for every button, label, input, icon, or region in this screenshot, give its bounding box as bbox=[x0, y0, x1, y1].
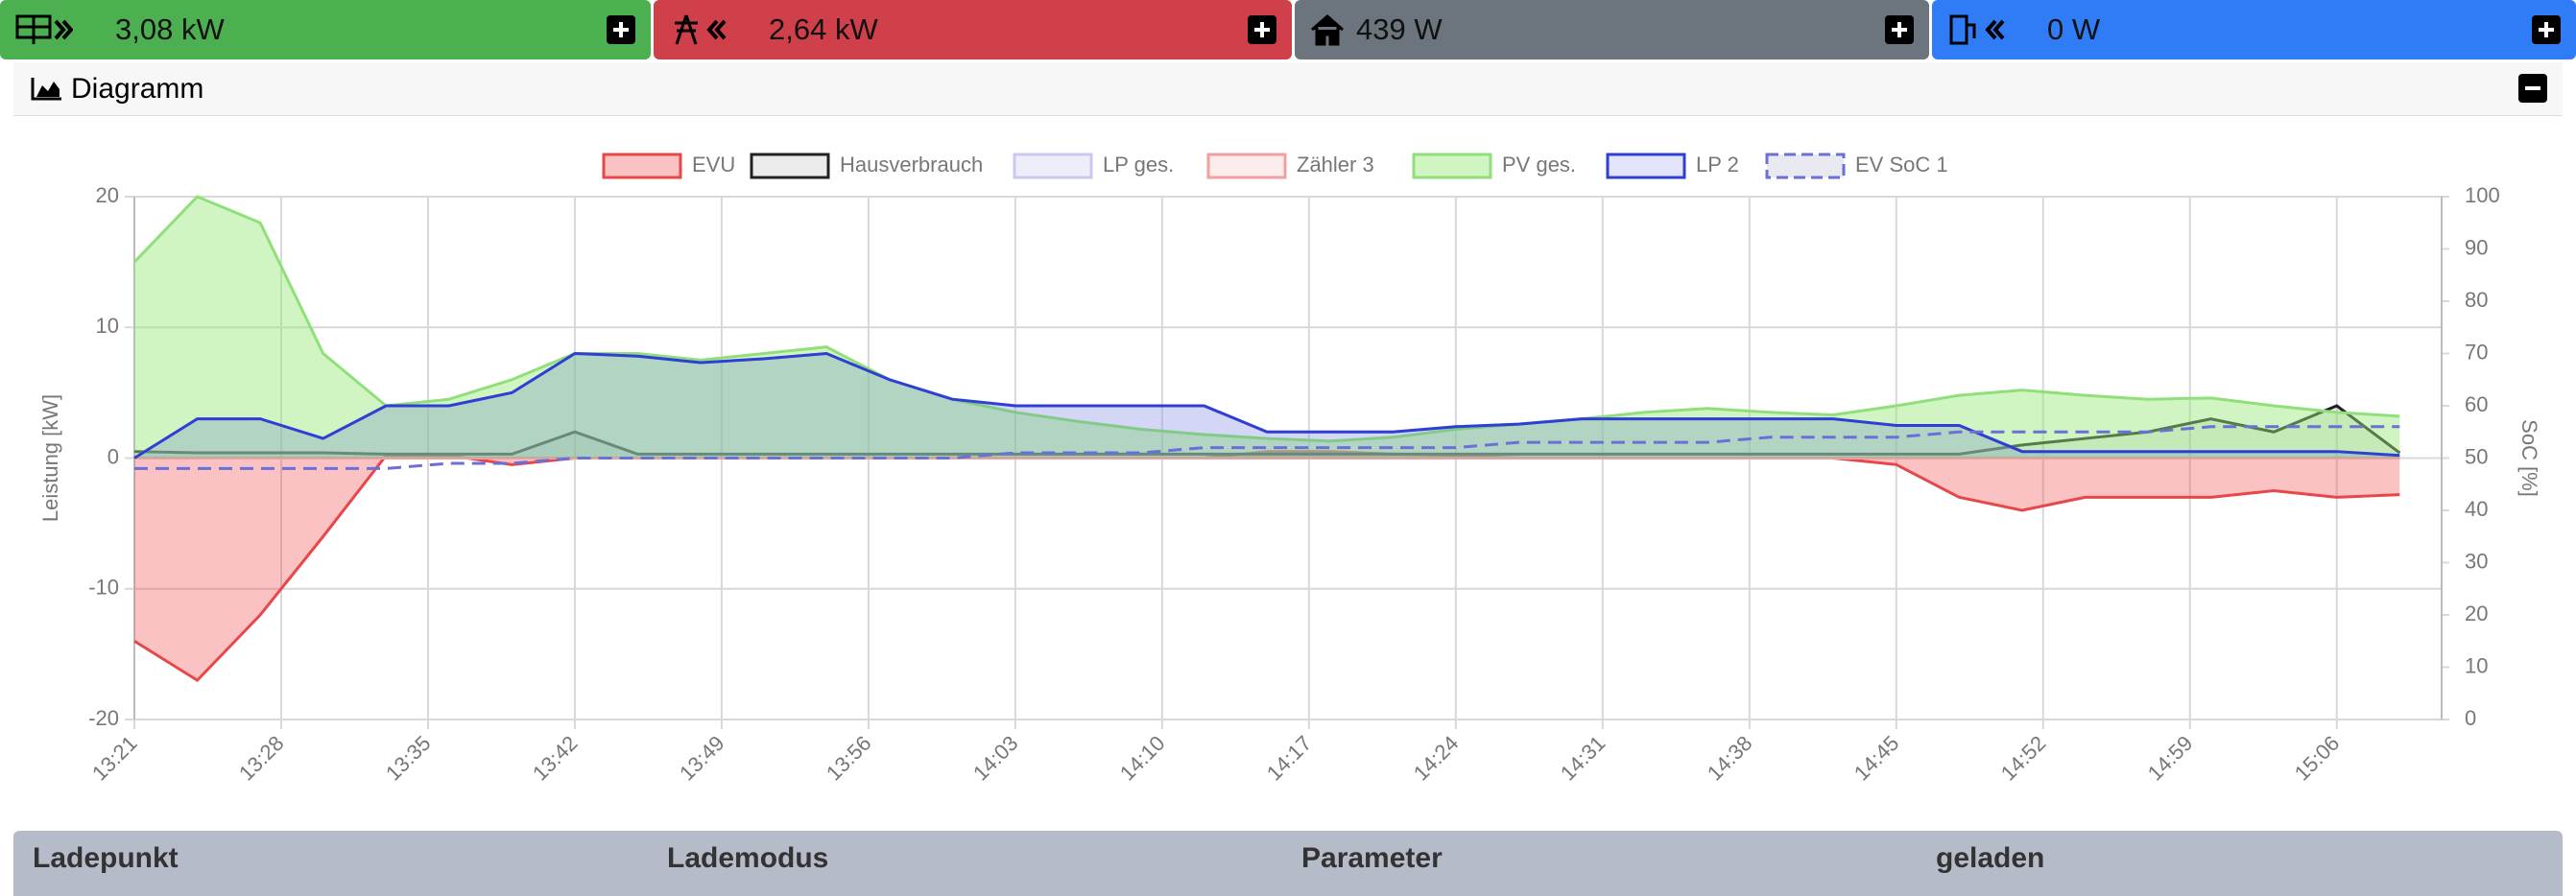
series-line bbox=[133, 450, 2400, 683]
legend-label: EVU bbox=[692, 153, 735, 177]
legend-label: LP 2 bbox=[1696, 153, 1739, 177]
y-tick-label: -20 bbox=[88, 706, 119, 730]
y2-tick-label: 20 bbox=[2465, 601, 2488, 625]
panel-header: Diagramm bbox=[13, 62, 2563, 116]
column-header: Lademodus bbox=[667, 842, 829, 874]
y-axis-title: Leistung [kW] bbox=[38, 394, 62, 522]
x-tick-label: 13:56 bbox=[822, 731, 876, 786]
series-line bbox=[134, 425, 2400, 470]
column-header: geladen bbox=[1936, 842, 2045, 874]
x-tick-label: 13:28 bbox=[234, 731, 289, 786]
house-tile[interactable]: 439 W bbox=[1295, 0, 1929, 59]
y-tick-label: 20 bbox=[96, 183, 119, 207]
legend-label: EV SoC 1 bbox=[1855, 153, 1948, 177]
legend-swatch bbox=[1206, 153, 1287, 179]
y-tick-label: 0 bbox=[107, 444, 119, 468]
series-line bbox=[133, 404, 2401, 456]
panel-title: Diagramm bbox=[71, 73, 204, 105]
y2-tick-label: 30 bbox=[2465, 549, 2488, 573]
legend-swatch bbox=[1412, 153, 1492, 179]
y2-tick-label: 100 bbox=[2465, 183, 2500, 207]
icon bbox=[15, 14, 73, 44]
series-line bbox=[132, 195, 2400, 443]
icon bbox=[1311, 14, 1344, 46]
x-tick-label: 14:38 bbox=[1703, 731, 1757, 786]
expand-button[interactable] bbox=[1885, 15, 1914, 44]
icon bbox=[31, 78, 61, 101]
x-tick-label: 14:03 bbox=[968, 731, 1023, 786]
table-header: Ladepunkt Lademodus Parameter geladen bbox=[13, 831, 2563, 896]
series-area bbox=[134, 353, 2400, 459]
tile-value: 0 W bbox=[2047, 12, 2101, 46]
series-area bbox=[134, 353, 2400, 459]
y-tick-label: 10 bbox=[96, 314, 119, 338]
legend-label: Hausverbrauch bbox=[840, 153, 983, 177]
icon bbox=[1949, 14, 2005, 45]
legend-swatch bbox=[1606, 153, 1686, 179]
legend-swatch bbox=[750, 153, 830, 179]
icon bbox=[675, 14, 727, 45]
x-tick-label: 14:52 bbox=[1996, 731, 2051, 786]
expand-button[interactable] bbox=[607, 15, 635, 44]
x-tick-label: 13:35 bbox=[381, 731, 436, 786]
tile-value: 439 W bbox=[1356, 12, 1443, 46]
y2-tick-label: 40 bbox=[2465, 497, 2488, 521]
expand-button[interactable] bbox=[2532, 15, 2561, 44]
y2-tick-label: 70 bbox=[2465, 340, 2488, 364]
tile-value: 3,08 kW bbox=[115, 12, 225, 46]
collapse-button[interactable] bbox=[2518, 74, 2547, 103]
legend-label: LP ges. bbox=[1103, 153, 1174, 177]
legend-swatch bbox=[1013, 153, 1093, 179]
y2-tick-label: 60 bbox=[2465, 392, 2488, 416]
x-tick-label: 14:45 bbox=[1849, 731, 1904, 786]
legend-swatch bbox=[602, 153, 682, 179]
x-tick-label: 14:31 bbox=[1556, 731, 1610, 786]
tile-value: 2,64 kW bbox=[769, 12, 878, 46]
column-header: Ladepunkt bbox=[33, 842, 179, 874]
x-tick-label: 13:42 bbox=[528, 731, 583, 786]
x-tick-label: 14:10 bbox=[1115, 731, 1170, 786]
series-area bbox=[134, 197, 2400, 459]
expand-button[interactable] bbox=[1248, 15, 1276, 44]
y2-axis-title: SoC [%] bbox=[2517, 419, 2541, 497]
pv-tile[interactable]: 3,08 kW bbox=[0, 0, 651, 59]
x-tick-label: 14:17 bbox=[1262, 731, 1317, 786]
legend-label: PV ges. bbox=[1502, 153, 1576, 177]
y2-tick-label: 90 bbox=[2465, 235, 2488, 259]
x-tick-label: 15:06 bbox=[2290, 731, 2345, 786]
chart: -20 -10 0 10 20 0 10 20 30 40 50 60 70 80 90 100 13:21 13… bbox=[38, 153, 2541, 786]
x-tick-label: 14:59 bbox=[2143, 731, 2198, 786]
y-tick-label: -10 bbox=[88, 576, 119, 600]
series-line bbox=[133, 351, 2400, 460]
evu-tile[interactable]: 2,64 kW bbox=[654, 0, 1292, 59]
x-tick-label: 14:24 bbox=[1409, 731, 1464, 786]
x-tick-label: 13:21 bbox=[87, 731, 142, 786]
y2-tick-label: 0 bbox=[2465, 706, 2476, 730]
x-tick-label: 13:49 bbox=[675, 731, 729, 786]
charge-tile[interactable]: 0 W bbox=[1932, 0, 2576, 59]
column-header: Parameter bbox=[1301, 842, 1443, 874]
y2-tick-label: 10 bbox=[2465, 653, 2488, 677]
legend-swatch bbox=[1765, 153, 1846, 179]
y2-tick-label: 50 bbox=[2465, 444, 2488, 468]
legend-label: Zähler 3 bbox=[1297, 153, 1374, 177]
series-area bbox=[134, 451, 2400, 681]
y2-tick-label: 80 bbox=[2465, 288, 2488, 312]
